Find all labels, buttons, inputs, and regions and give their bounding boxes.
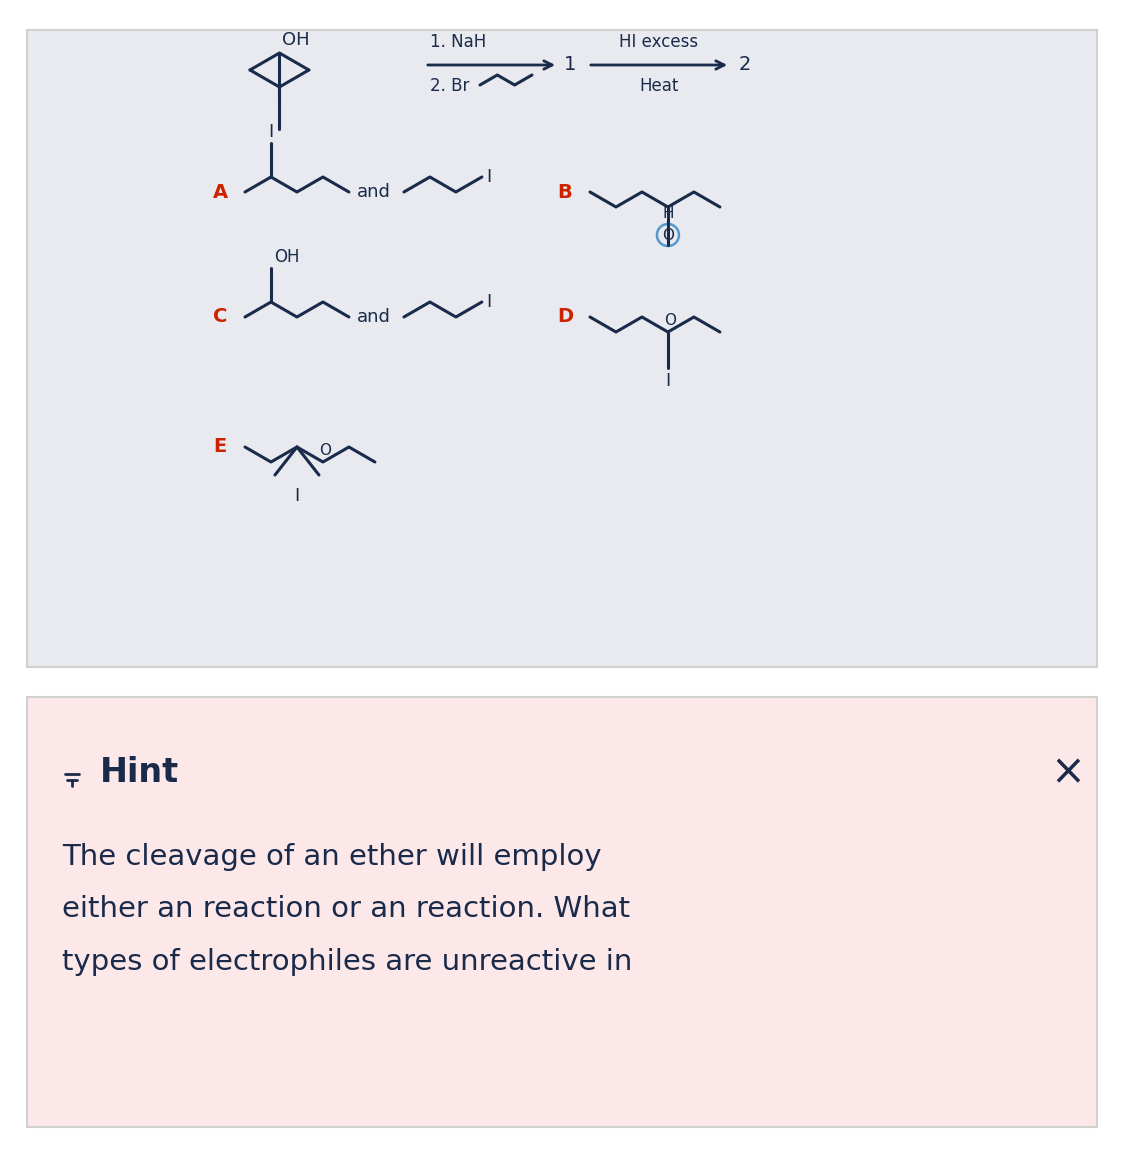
Text: I: I [295, 487, 299, 504]
Text: OH: OH [274, 248, 299, 266]
Text: either an reaction or an reaction. What: either an reaction or an reaction. What [62, 896, 630, 923]
Text: 2: 2 [739, 56, 752, 74]
Text: I: I [269, 123, 273, 141]
Text: I: I [665, 373, 670, 390]
Text: C: C [213, 308, 227, 326]
Text: Hint: Hint [100, 756, 179, 789]
Text: The cleavage of an ether will employ: The cleavage of an ether will employ [62, 843, 602, 871]
Text: and: and [357, 183, 390, 201]
Text: O: O [662, 228, 674, 243]
Text: E: E [214, 437, 226, 457]
Text: I: I [486, 168, 492, 186]
Text: I: I [486, 293, 492, 311]
Text: OH: OH [282, 31, 310, 49]
Text: HI excess: HI excess [620, 34, 699, 51]
Text: H: H [663, 206, 674, 221]
Text: Heat: Heat [639, 78, 678, 95]
Text: 2. Br: 2. Br [430, 78, 469, 95]
Text: and: and [357, 308, 390, 326]
Text: A: A [213, 183, 227, 201]
Text: B: B [558, 183, 573, 201]
Text: 1. NaH: 1. NaH [430, 34, 486, 51]
Text: types of electrophiles are unreactive in: types of electrophiles are unreactive in [62, 948, 632, 977]
FancyBboxPatch shape [27, 30, 1097, 666]
FancyBboxPatch shape [27, 697, 1097, 1127]
Text: D: D [557, 308, 573, 326]
Text: 1: 1 [564, 56, 576, 74]
Text: ×: × [1051, 751, 1086, 793]
Text: O: O [664, 314, 676, 327]
Text: O: O [319, 443, 331, 458]
